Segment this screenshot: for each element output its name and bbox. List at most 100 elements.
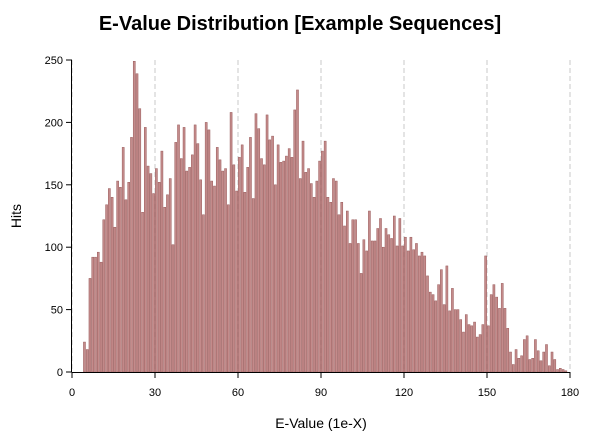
histogram-bar: [346, 210, 349, 373]
histogram-bar: [478, 334, 482, 373]
histogram-bar: [135, 73, 139, 373]
histogram-bar: [536, 350, 540, 373]
histogram-bar: [287, 148, 291, 373]
y-tick-label: 150: [45, 180, 63, 192]
histogram-bar: [539, 360, 543, 373]
histogram-bar: [500, 283, 504, 373]
histogram-bar: [329, 202, 332, 373]
histogram-bar: [467, 324, 471, 373]
histogram-bar: [559, 368, 562, 373]
y-tick-label: 250: [45, 55, 63, 67]
histogram-bar: [168, 178, 172, 373]
histogram-bar: [204, 122, 208, 373]
x-tick-label: 90: [315, 387, 327, 399]
histogram-bar: [243, 192, 247, 373]
histogram-bar: [116, 180, 119, 373]
histogram-bar: [357, 243, 360, 373]
y-axis-label: Hits: [8, 204, 24, 228]
histogram-bar: [160, 150, 164, 373]
histogram-bar: [434, 300, 438, 373]
histogram-bar: [415, 243, 418, 373]
x-axis-ticks: 0 30 60 90 120 150 180: [69, 372, 579, 399]
histogram-bar: [105, 204, 108, 373]
histogram-bar: [138, 108, 142, 373]
histogram-bar: [387, 234, 391, 373]
histogram-bar: [512, 364, 515, 373]
histogram-bar: [448, 310, 451, 373]
histogram-bar: [119, 187, 122, 373]
histogram-bar: [365, 250, 368, 373]
histogram-bar: [310, 183, 313, 373]
histogram-bar: [99, 261, 103, 373]
histogram-bar: [442, 304, 446, 373]
histogram-bar: [553, 359, 557, 373]
histogram-bar: [227, 204, 230, 373]
histogram-bar: [102, 219, 106, 373]
histogram-bar: [503, 308, 507, 373]
y-tick-label: 200: [45, 117, 63, 129]
histogram-bar: [229, 112, 233, 373]
histogram-bar: [509, 351, 512, 373]
histogram-bar: [193, 124, 197, 373]
histogram-bar: [523, 339, 526, 373]
histogram-bar: [409, 236, 413, 373]
histogram-bar: [196, 143, 200, 373]
histogram-bar: [528, 359, 532, 373]
histogram-bar: [130, 137, 133, 373]
histogram-bar: [298, 178, 302, 373]
y-tick-label: 50: [51, 305, 63, 317]
histogram-bar: [445, 265, 449, 373]
histogram-bar: [91, 256, 95, 373]
histogram-bar: [426, 275, 429, 373]
histogram-bar: [246, 167, 249, 373]
histogram-bar: [210, 180, 213, 373]
histogram-bar: [545, 344, 548, 373]
histogram-bar: [174, 142, 178, 373]
histogram-bar: [348, 243, 352, 373]
y-axis-ticks: 0 50 100 150 200 250: [45, 55, 72, 379]
histogram-bar: [166, 194, 169, 373]
histogram-bar: [218, 159, 222, 373]
histogram-bar: [304, 172, 308, 373]
histogram-bar: [351, 219, 355, 373]
histogram-bar: [155, 168, 158, 373]
histogram-bar: [412, 249, 415, 373]
histogram-bar: [506, 328, 510, 373]
histogram-bar: [146, 165, 150, 373]
histogram-bar: [334, 180, 338, 373]
histogram-bar: [157, 182, 161, 373]
histogram-bar: [534, 339, 537, 373]
histogram-bar: [171, 244, 175, 373]
x-tick-label: 0: [69, 387, 75, 399]
histogram-bar: [326, 197, 330, 373]
histogram-bar: [94, 256, 97, 373]
histogram-bar: [451, 288, 454, 373]
histogram-bar: [215, 147, 219, 373]
histogram-bar: [381, 246, 385, 373]
histogram-bar: [282, 160, 285, 373]
histogram-bar: [249, 137, 252, 373]
histogram-bar: [437, 284, 440, 373]
histogram-bar: [110, 197, 114, 373]
x-axis-label: E-Value (1e-X): [275, 415, 367, 431]
histogram-bar: [489, 294, 493, 373]
x-tick-label: 120: [395, 387, 413, 399]
histogram-bar: [429, 291, 432, 373]
histogram-bar: [332, 178, 335, 373]
histogram-bar: [393, 215, 396, 373]
histogram-bar: [470, 325, 474, 373]
x-tick-label: 30: [149, 387, 161, 399]
histogram-bar: [379, 218, 382, 373]
histogram-bar: [279, 162, 283, 373]
histogram-bar: [293, 109, 296, 373]
histogram-bar: [440, 269, 443, 373]
x-tick-label: 60: [232, 387, 244, 399]
histogram-bar: [290, 157, 294, 373]
histogram-bar: [268, 139, 272, 373]
histogram-bar: [108, 188, 111, 373]
histogram-bar: [202, 214, 205, 373]
histogram-bar: [121, 147, 125, 373]
histogram-bar: [373, 240, 377, 373]
histogram-bar: [406, 250, 410, 373]
histogram-bar: [525, 335, 529, 373]
